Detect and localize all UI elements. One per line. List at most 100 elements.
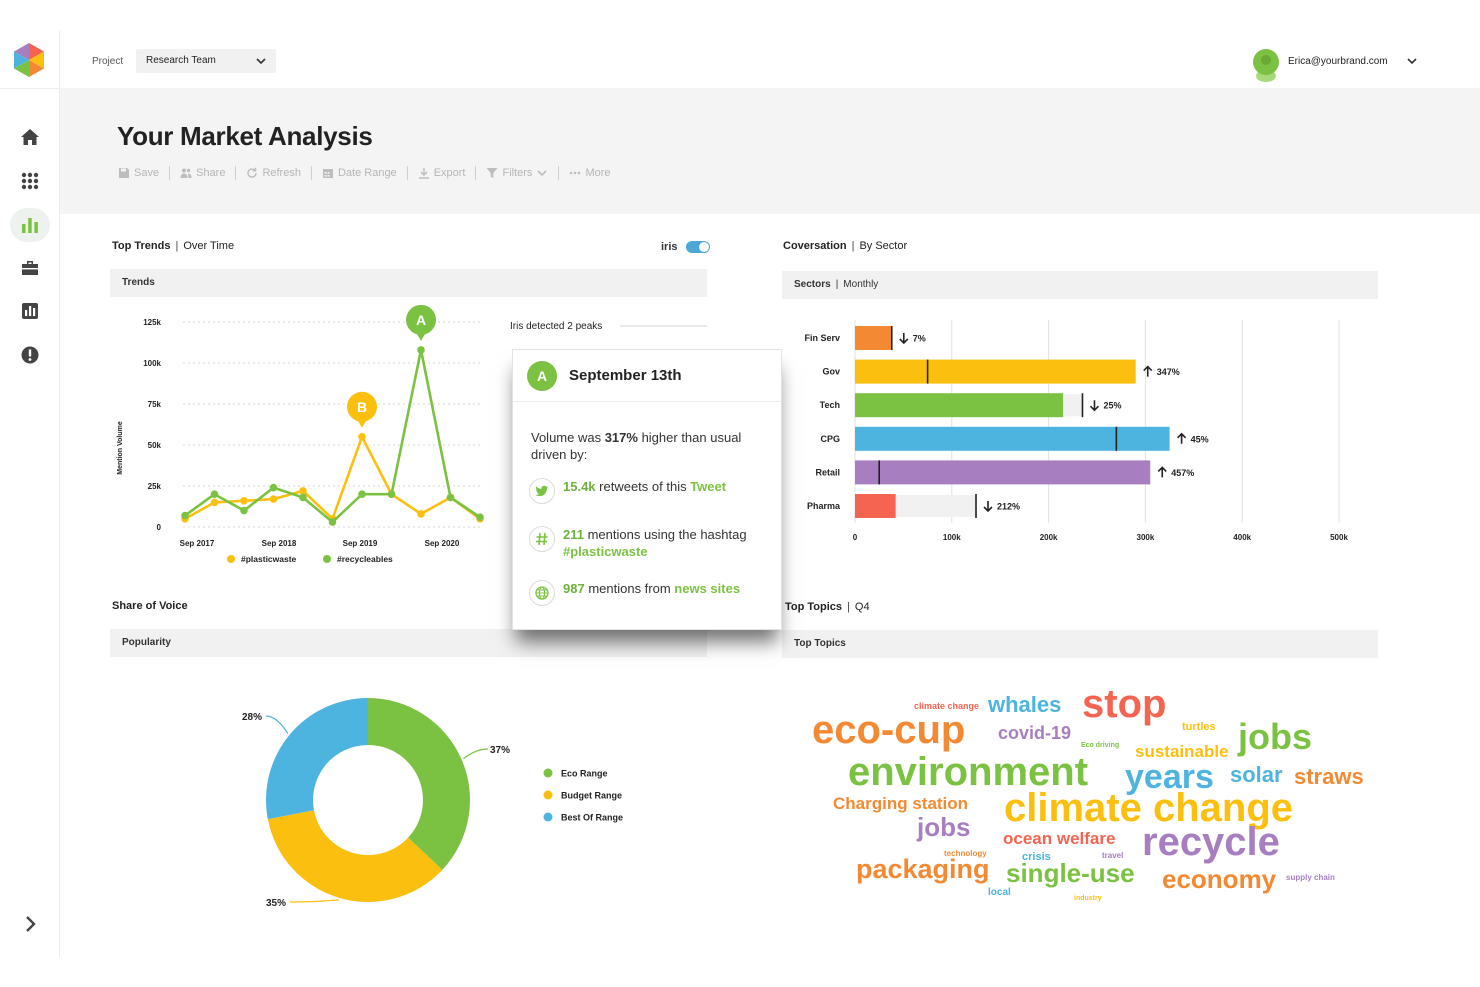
topic-word[interactable]: whales <box>988 692 1062 717</box>
bar-previous-range <box>895 495 976 517</box>
user-menu-chevron-icon[interactable] <box>1406 55 1418 67</box>
slice-leader-line <box>265 715 289 735</box>
iris-toggle[interactable] <box>685 241 710 253</box>
x-tick-label: Sep 2018 <box>262 539 297 548</box>
nav-analytics[interactable] <box>10 208 50 242</box>
x-tick-label: 400k <box>1233 533 1251 542</box>
topics-band: Top Topics <box>782 630 1378 658</box>
topic-word[interactable]: sustainable <box>1135 742 1229 761</box>
data-point <box>417 346 425 354</box>
save-label: Save <box>134 167 160 179</box>
slice-leader-line <box>463 748 489 760</box>
more-button[interactable]: More <box>569 167 611 179</box>
data-point <box>358 433 366 441</box>
data-point <box>210 490 219 498</box>
topic-word[interactable]: crisis <box>1022 851 1051 863</box>
legend-label: Budget Range <box>561 791 622 801</box>
news-sites-link[interactable]: news sites <box>674 581 741 596</box>
legend-label: Eco Range <box>561 769 608 779</box>
topic-word[interactable]: single-use <box>1006 858 1135 888</box>
legend-swatch <box>543 812 553 822</box>
topic-word[interactable]: technology <box>944 849 987 858</box>
tweet-link[interactable]: Tweet <box>690 479 727 494</box>
popup-news-count: 987 <box>563 581 585 596</box>
share-button[interactable]: Share <box>180 167 225 179</box>
legend-label: Best Of Range <box>561 813 623 823</box>
topic-word[interactable]: local <box>988 887 1011 898</box>
data-point <box>446 493 455 502</box>
topic-word[interactable]: jobs <box>1238 716 1313 757</box>
topic-word[interactable]: jobs <box>917 812 971 842</box>
topic-word[interactable]: climate change <box>1004 786 1294 830</box>
donut-slice-eco-range <box>368 698 470 870</box>
nav-reports[interactable] <box>10 294 50 328</box>
topic-word[interactable]: stop <box>1082 682 1167 726</box>
topic-word[interactable]: ocean welfare <box>1003 829 1116 848</box>
data-point <box>358 490 366 498</box>
topic-word[interactable]: industry <box>1074 895 1102 902</box>
globe-icon <box>529 580 555 606</box>
nav-apps[interactable] <box>10 164 50 198</box>
export-icon <box>418 168 429 179</box>
popup-retweet-count: 15.4k <box>563 479 596 494</box>
refresh-button[interactable]: Refresh <box>246 167 301 179</box>
page-header: Your Market Analysis Save Share Refresh … <box>60 88 1480 214</box>
arrow-up-icon <box>1143 365 1153 377</box>
nav-briefcase[interactable] <box>10 251 50 285</box>
topic-word[interactable]: solar <box>1230 762 1283 787</box>
topic-word[interactable]: packaging <box>856 854 990 884</box>
slice-percent-label: 37% <box>490 745 510 756</box>
nav-alerts[interactable] <box>10 338 50 372</box>
avatar[interactable] <box>1252 48 1280 82</box>
toolbar-divider <box>235 166 237 180</box>
export-label: Export <box>433 167 466 179</box>
export-button[interactable]: Export <box>418 167 466 179</box>
topic-word[interactable]: turtles <box>1182 721 1216 733</box>
filters-button[interactable]: Filters <box>486 167 548 179</box>
topic-word[interactable]: supply chain <box>1286 873 1335 882</box>
y-tick-label: 0 <box>157 523 162 532</box>
change-label: 45% <box>1191 434 1209 444</box>
category-label: Gov <box>822 367 840 377</box>
date-range-button[interactable]: Date Range <box>322 167 397 179</box>
data-point <box>181 511 189 520</box>
topics-band-label: Top Topics <box>794 638 846 649</box>
conversation-title: Coversation <box>783 240 847 252</box>
save-button[interactable]: Save <box>118 167 159 179</box>
more-dots-icon <box>570 171 581 175</box>
topic-word[interactable]: climate change <box>914 701 980 711</box>
share-label: Share <box>196 167 226 179</box>
data-point <box>328 518 337 526</box>
peak-marker-a <box>406 304 436 335</box>
sidebar-expand-button[interactable] <box>10 907 50 941</box>
data-point <box>240 506 248 515</box>
topic-word[interactable]: covid-19 <box>998 723 1072 743</box>
x-tick-label: Sep 2017 <box>180 539 215 548</box>
grid-icon <box>21 172 39 190</box>
app-logo[interactable] <box>12 42 46 78</box>
topic-word[interactable]: straws <box>1294 764 1364 789</box>
topic-word[interactable]: eco-cup <box>812 708 966 752</box>
hashtag-link[interactable]: #plasticwaste <box>563 544 648 559</box>
topic-word[interactable]: Charging station <box>833 794 969 813</box>
iris-toggle-label: iris <box>661 241 678 253</box>
topic-word[interactable]: recycle <box>1142 820 1280 864</box>
donut-slice-budget-range <box>267 810 443 902</box>
category-label: CPG <box>820 434 840 444</box>
user-email[interactable]: Erica@yourbrand.com <box>1288 56 1388 67</box>
topic-word[interactable]: economy <box>1162 864 1277 894</box>
popup-header: A September 13th <box>513 350 781 402</box>
refresh-icon <box>247 167 258 178</box>
slice-leader-line <box>289 899 340 903</box>
topic-word[interactable]: Eco driving <box>1081 742 1120 749</box>
topic-word[interactable]: environment <box>848 750 1089 794</box>
peak-marker-label: A <box>416 312 426 328</box>
nav-home[interactable] <box>10 120 50 154</box>
change-label: 457% <box>1171 468 1194 478</box>
topic-word[interactable]: travel <box>1102 851 1124 860</box>
project-select[interactable]: Research Team <box>136 49 276 73</box>
refresh-label: Refresh <box>262 167 301 179</box>
toolbar-divider <box>475 166 477 180</box>
topic-word[interactable]: years <box>1125 758 1214 796</box>
